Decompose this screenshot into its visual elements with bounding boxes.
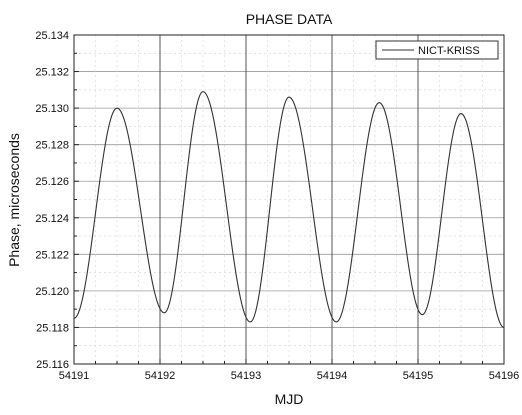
y-axis-ticks: 25.116 25.118 25.120 25.122 25.124 25.126 25.1… [35, 30, 79, 371]
x-tick-label: 54194 [317, 370, 348, 382]
y-tick-label: 25.120 [35, 286, 69, 298]
x-tick-label: 54193 [231, 370, 262, 382]
legend: NICT-KRISS [375, 40, 499, 60]
legend-box [375, 40, 499, 60]
x-tick-label: 54196 [489, 370, 520, 382]
y-tick-label: 25.124 [35, 213, 69, 225]
y-axis-title: Phase, microseconds [6, 133, 22, 267]
chart-title: PHASE DATA [246, 11, 333, 27]
x-axis-title: MJD [275, 391, 304, 407]
series-layer [73, 91, 505, 328]
y-tick-label: 25.126 [35, 176, 69, 188]
series-line-nict-kriss [73, 91, 505, 328]
x-axis-ticks: 54191 54192 54193 54194 54195 54196 [59, 359, 520, 382]
y-tick-label: 25.128 [35, 140, 69, 152]
y-tick-label: 25.122 [35, 249, 69, 261]
legend-label: NICT-KRISS [418, 45, 480, 57]
y-tick-label: 25.130 [35, 103, 69, 115]
y-tick-label: 25.134 [35, 30, 69, 42]
y-tick-label: 25.118 [36, 322, 69, 334]
x-tick-label: 54192 [145, 370, 176, 382]
y-tick-label: 25.116 [36, 359, 69, 371]
x-tick-label: 54195 [403, 370, 434, 382]
y-tick-label: 25.132 [35, 67, 69, 79]
grid [74, 35, 504, 364]
x-tick-label: 54191 [59, 370, 90, 382]
